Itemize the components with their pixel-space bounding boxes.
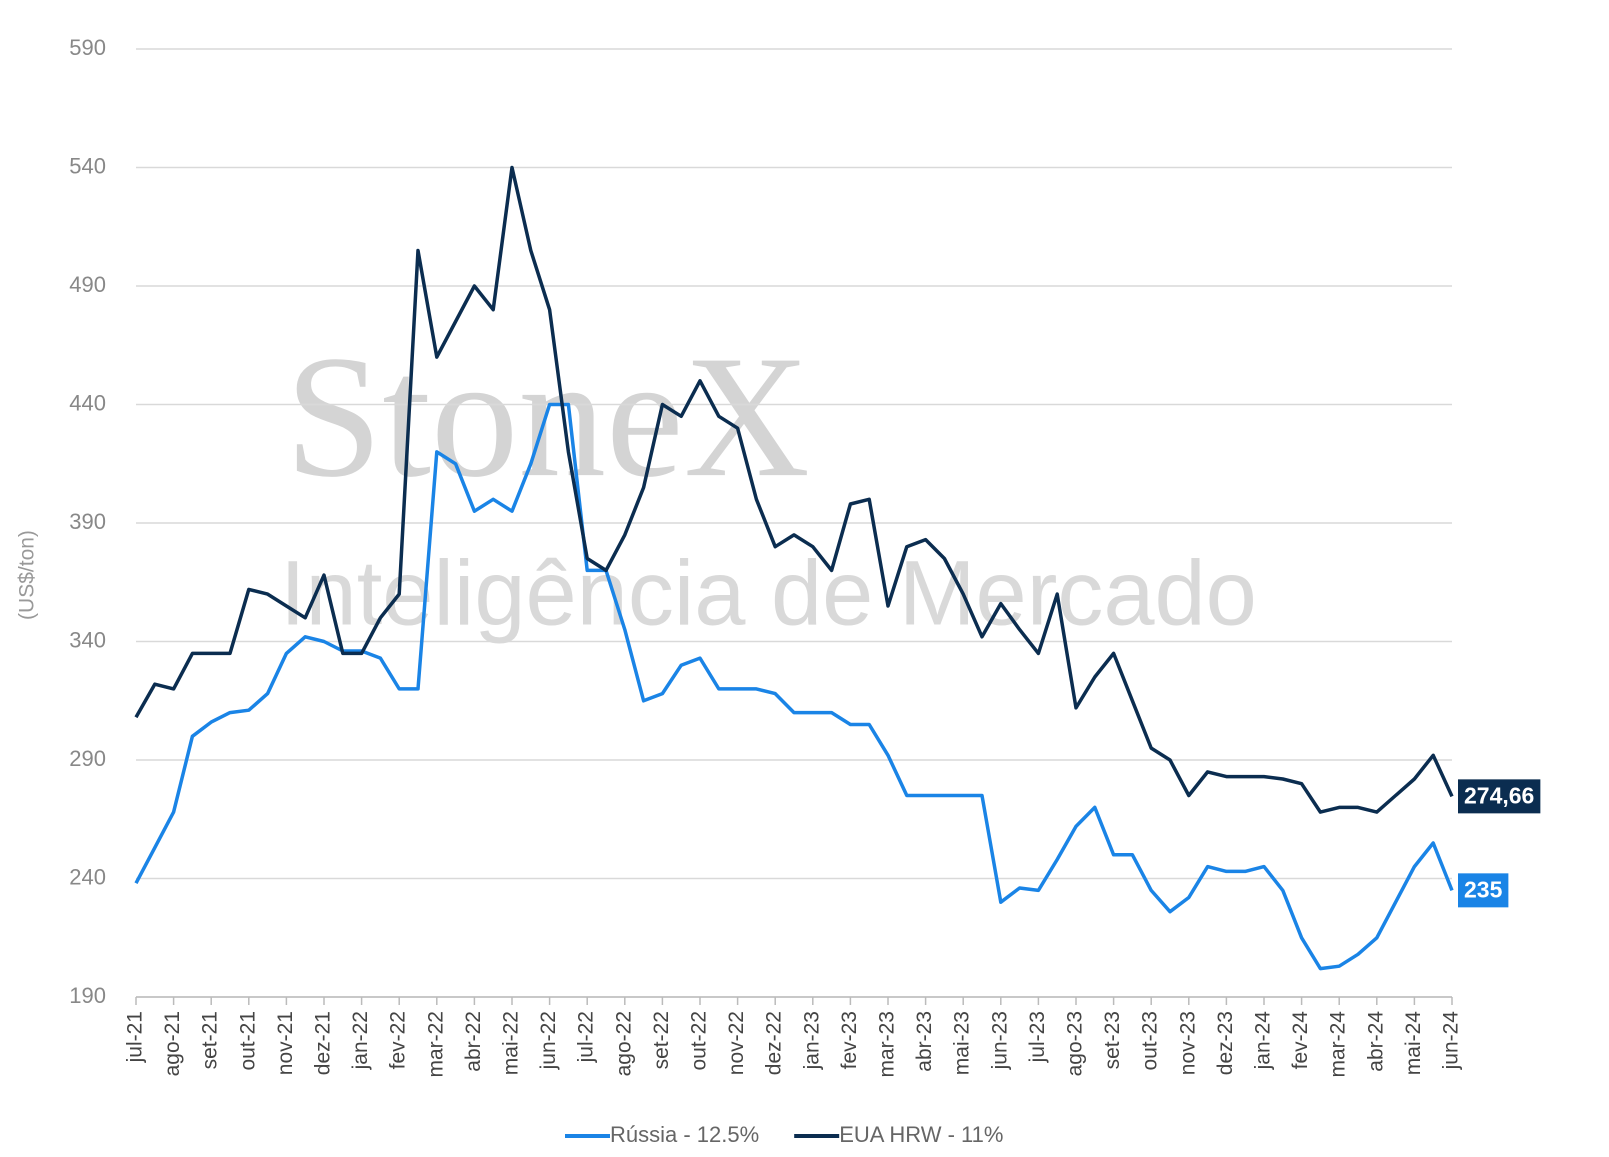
x-tick-label: ago-22 bbox=[612, 1011, 635, 1076]
x-tick-label: set-21 bbox=[199, 1011, 222, 1069]
watermark: Inteligência de Mercado bbox=[280, 542, 1257, 644]
x-tick-label: mai-24 bbox=[1402, 1011, 1425, 1076]
x-tick-label: jun-23 bbox=[988, 1011, 1011, 1070]
x-tick-label: set-22 bbox=[650, 1011, 673, 1069]
x-tick-label: nov-23 bbox=[1176, 1011, 1199, 1075]
y-tick-label: 390 bbox=[69, 509, 106, 534]
y-axis-label: (US$/ton) bbox=[16, 530, 39, 620]
x-tick-label: out-22 bbox=[688, 1011, 711, 1071]
value-label: 235 bbox=[1464, 876, 1503, 902]
x-tick-label: nov-22 bbox=[725, 1011, 748, 1075]
legend-label: EUA HRW - 11% bbox=[839, 1122, 1003, 1147]
x-tick-label: ago-21 bbox=[161, 1011, 184, 1076]
x-tick-label: jan-22 bbox=[349, 1011, 372, 1070]
x-tick-label: dez-23 bbox=[1214, 1011, 1237, 1075]
y-tick-label: 190 bbox=[69, 983, 106, 1008]
y-tick-label: 440 bbox=[69, 390, 106, 415]
x-tick-label: nov-21 bbox=[274, 1011, 297, 1075]
x-tick-label: fev-24 bbox=[1289, 1011, 1312, 1070]
x-tick-label: abr-23 bbox=[913, 1011, 936, 1072]
x-tick-label: fev-23 bbox=[838, 1011, 861, 1069]
legend-label: Rússia - 12.5% bbox=[610, 1122, 759, 1147]
x-tick-label: mar-24 bbox=[1327, 1011, 1350, 1078]
x-tick-label: mai-22 bbox=[500, 1011, 523, 1075]
x-tick-label: jul-21 bbox=[124, 1011, 147, 1063]
series-line bbox=[134, 165, 1454, 814]
value-label: 274,66 bbox=[1464, 782, 1534, 808]
x-tick-label: mai-23 bbox=[951, 1011, 974, 1075]
x-tick-label: jun-22 bbox=[537, 1011, 560, 1070]
x-tick-label: mar-22 bbox=[424, 1011, 447, 1078]
x-tick-label: ago-23 bbox=[1064, 1011, 1087, 1076]
series-line bbox=[134, 402, 1454, 971]
x-tick-label: mar-23 bbox=[876, 1011, 899, 1078]
x-tick-label: abr-24 bbox=[1364, 1011, 1387, 1072]
x-tick-label: dez-22 bbox=[763, 1011, 786, 1075]
y-tick-label: 290 bbox=[69, 746, 106, 771]
x-tick-label: dez-21 bbox=[312, 1011, 335, 1075]
y-tick-label: 590 bbox=[69, 35, 106, 60]
x-tick-label: jul-22 bbox=[575, 1011, 598, 1063]
x-tick-label: jun-24 bbox=[1440, 1011, 1463, 1071]
y-tick-label: 340 bbox=[69, 627, 106, 652]
x-tick-label: fev-22 bbox=[387, 1011, 410, 1069]
value-label-box bbox=[1458, 779, 1541, 814]
x-tick-label: jan-24 bbox=[1252, 1011, 1275, 1071]
x-tick-label: abr-22 bbox=[462, 1011, 485, 1072]
y-tick-label: 490 bbox=[69, 272, 106, 297]
x-tick-label: out-23 bbox=[1139, 1011, 1162, 1071]
x-tick-label: out-21 bbox=[236, 1011, 259, 1071]
y-tick-label: 240 bbox=[69, 864, 106, 889]
x-tick-label: jan-23 bbox=[800, 1011, 823, 1070]
y-tick-label: 540 bbox=[69, 153, 106, 178]
x-tick-label: set-23 bbox=[1101, 1011, 1124, 1069]
x-tick-label: jul-23 bbox=[1026, 1011, 1049, 1063]
value-label-box bbox=[1458, 873, 1509, 908]
